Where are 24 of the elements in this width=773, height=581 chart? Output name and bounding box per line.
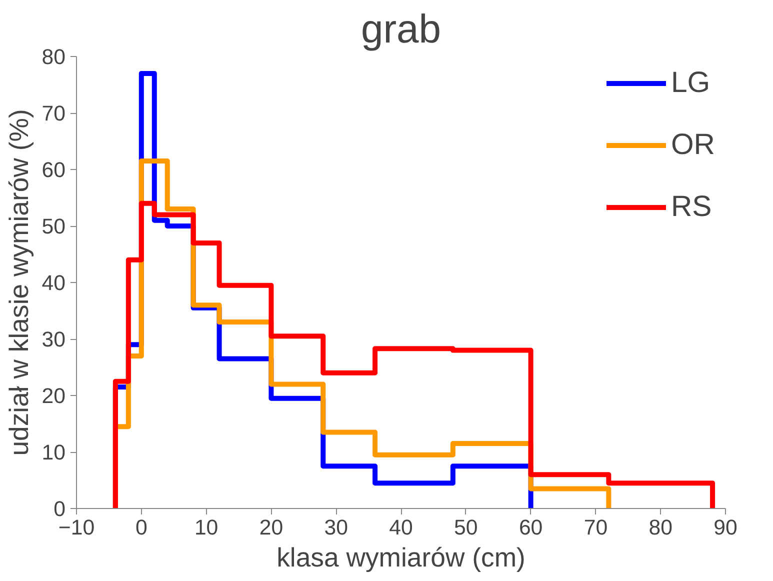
x-tick-label: 60	[518, 516, 543, 540]
legend-label: LG	[671, 66, 710, 100]
legend-label: OR	[671, 128, 715, 162]
x-tick-label: 30	[324, 516, 348, 540]
y-tick-label: 60	[42, 158, 66, 182]
y-tick-label: 50	[42, 214, 66, 238]
y-tick-label: 30	[42, 328, 66, 352]
x-tick-label: 0	[135, 516, 148, 540]
x-tick-label: 50	[454, 516, 478, 540]
y-tick-label: 40	[42, 271, 66, 295]
x-tick-label: 70	[584, 516, 608, 540]
x-tick-label: 20	[259, 516, 284, 540]
y-tick-label: 20	[42, 384, 66, 408]
x-tick-label: 10	[194, 516, 218, 540]
x-tick-label: 40	[389, 516, 413, 540]
x-tick-label: 90	[714, 516, 738, 540]
x-axis-title: klasa wymiarów (cm)	[276, 542, 526, 572]
y-tick-label: 80	[42, 45, 66, 69]
y-tick-label: 70	[42, 102, 66, 126]
y-axis-title: udział w klasie wymiarów (%)	[4, 109, 34, 456]
chart-title: grab	[360, 8, 442, 52]
y-tick-label: 10	[42, 440, 66, 464]
x-tick-label: 80	[648, 516, 673, 540]
legend-label: RS	[671, 190, 712, 224]
